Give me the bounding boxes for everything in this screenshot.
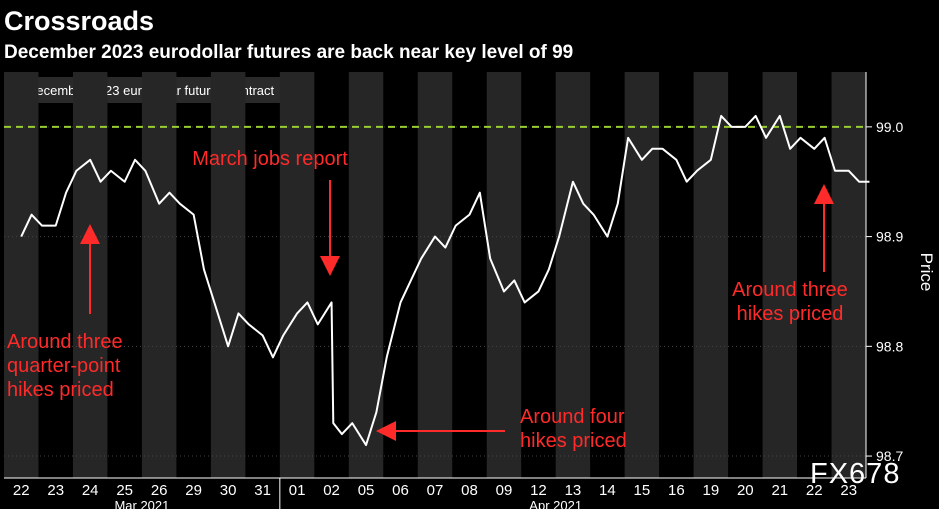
x-tick-label: 22 <box>806 482 823 499</box>
y-tick-label: 98.9 <box>876 229 903 245</box>
day-band <box>624 72 660 478</box>
x-tick-label: 16 <box>668 482 685 499</box>
annotation-text: quarter-point <box>7 355 121 377</box>
annotation-text: Around three <box>732 279 848 301</box>
day-band <box>141 72 177 478</box>
x-tick-label: 23 <box>840 482 857 499</box>
x-tick-label: 21 <box>771 482 788 499</box>
x-month-label: Apr 2021 <box>529 498 582 509</box>
x-tick-label: 02 <box>323 482 340 499</box>
day-band <box>486 72 522 478</box>
day-band <box>279 72 315 478</box>
day-band <box>555 72 591 478</box>
x-tick-label: 01 <box>289 482 306 499</box>
day-band <box>831 72 866 478</box>
x-tick-label: 24 <box>82 482 99 499</box>
x-tick-label: 19 <box>702 482 719 499</box>
day-band <box>348 72 384 478</box>
x-tick-label: 26 <box>151 482 168 499</box>
day-band <box>693 72 729 478</box>
x-tick-label: 23 <box>47 482 64 499</box>
x-tick-label: 22 <box>13 482 30 499</box>
y-tick-label: 98.8 <box>876 338 903 354</box>
y-axis-label: Price <box>917 253 936 292</box>
annotation-text: hikes priced <box>737 303 844 325</box>
x-tick-label: 08 <box>461 482 478 499</box>
annotation-text: Around three <box>7 331 123 353</box>
x-tick-label: 14 <box>599 482 616 499</box>
x-tick-label: 29 <box>185 482 202 499</box>
x-tick-label: 25 <box>116 482 133 499</box>
day-band <box>762 72 798 478</box>
chart-subtitle: December 2023 eurodollar futures are bac… <box>4 42 574 63</box>
annotation-text: Around four <box>520 406 625 428</box>
x-tick-label: 05 <box>358 482 375 499</box>
day-band <box>417 72 453 478</box>
day-band <box>4 72 39 478</box>
x-tick-label: 20 <box>737 482 754 499</box>
x-tick-label: 13 <box>565 482 582 499</box>
x-month-label: Mar 2021 <box>114 498 169 509</box>
x-tick-label: 09 <box>496 482 513 499</box>
day-band <box>210 72 246 478</box>
watermark: FX678 <box>810 458 901 490</box>
y-tick-label: 99.0 <box>876 119 903 135</box>
y-tick-label: 98.7 <box>876 448 903 464</box>
x-tick-label: 15 <box>634 482 651 499</box>
x-tick-label: 30 <box>220 482 237 499</box>
annotation-text: hikes priced <box>7 379 114 401</box>
x-tick-label: 06 <box>392 482 409 499</box>
x-tick-label: 07 <box>427 482 444 499</box>
x-tick-label: 12 <box>530 482 547 499</box>
annotation-text: March jobs report <box>192 148 348 170</box>
x-tick-label: 31 <box>254 482 271 499</box>
price-series-line <box>20 114 870 447</box>
annotation-text: hikes priced <box>520 430 627 452</box>
chart-title: Crossroads <box>4 6 155 36</box>
